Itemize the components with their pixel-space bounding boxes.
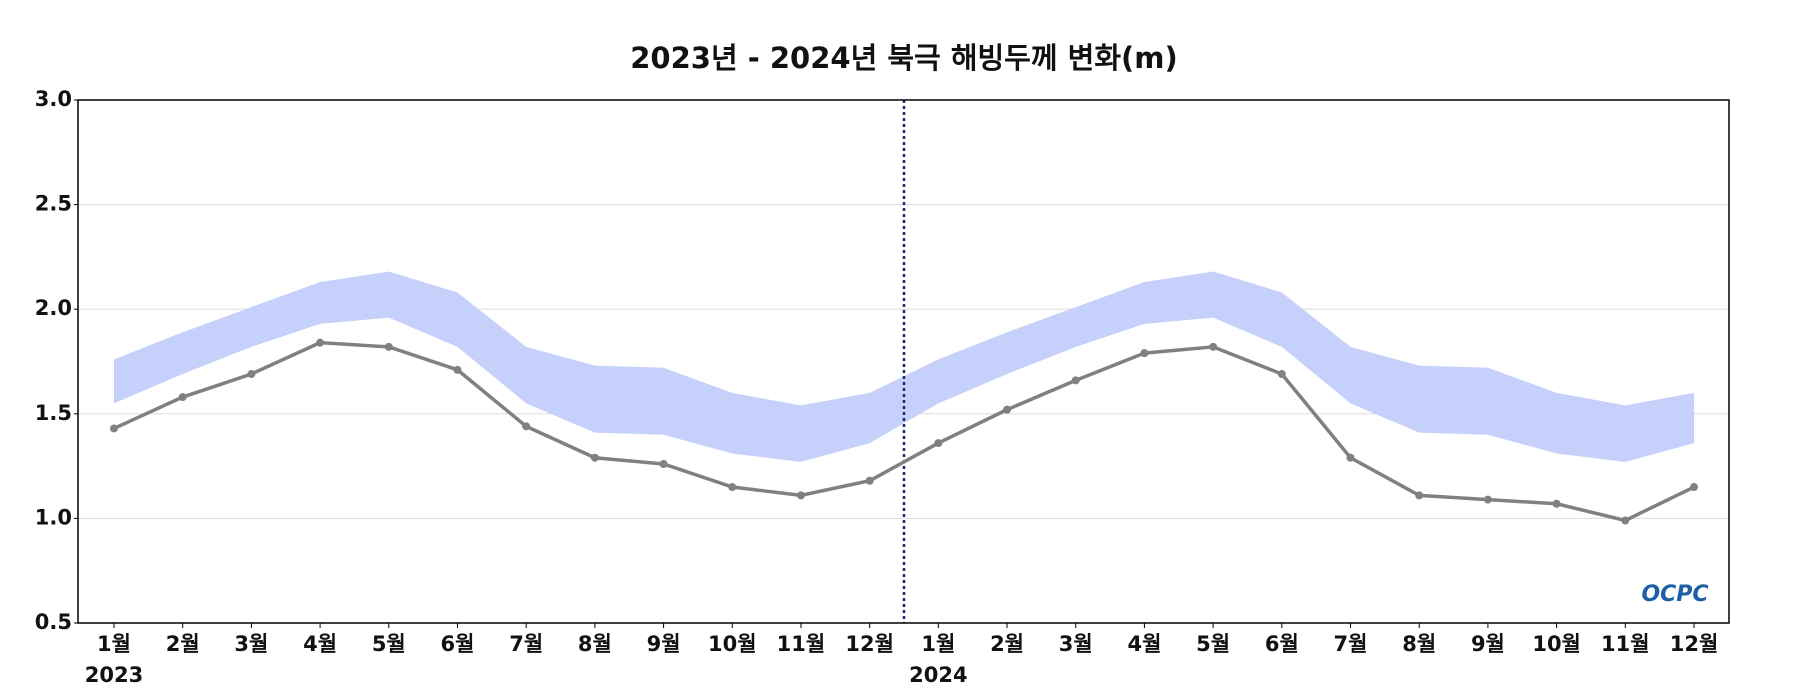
x-tick-label: 1월 bbox=[921, 632, 955, 656]
year-label: 2024 bbox=[909, 663, 967, 687]
point bbox=[247, 370, 256, 379]
x-tick-label: 1월 bbox=[97, 632, 131, 656]
point bbox=[659, 460, 668, 469]
x-tick-label: 3월 bbox=[1059, 632, 1093, 656]
point bbox=[728, 483, 737, 492]
point bbox=[1415, 491, 1424, 500]
y-tick-label: 1.5 bbox=[35, 401, 72, 425]
x-tick-label: 12월 bbox=[845, 632, 894, 656]
x-tick-label: 7월 bbox=[1334, 632, 1368, 656]
point bbox=[1140, 349, 1149, 358]
plot-frame bbox=[77, 99, 1730, 624]
x-tick-label: 6월 bbox=[1265, 632, 1299, 656]
y-tick-label: 1.0 bbox=[35, 505, 72, 529]
point bbox=[796, 491, 805, 500]
x-tick-label: 9월 bbox=[647, 632, 681, 656]
x-tick-label: 8월 bbox=[1402, 632, 1436, 656]
point bbox=[522, 422, 531, 431]
line bbox=[113, 340, 1695, 523]
x-tick-label: 10월 bbox=[708, 632, 757, 656]
band-area bbox=[114, 271, 1694, 462]
x-tick-label: 11월 bbox=[777, 632, 826, 656]
point bbox=[110, 424, 118, 433]
point bbox=[1690, 483, 1698, 492]
point bbox=[1003, 405, 1012, 414]
point bbox=[1621, 516, 1630, 525]
point bbox=[1209, 342, 1218, 351]
point bbox=[453, 365, 462, 374]
point bbox=[1071, 376, 1080, 385]
point bbox=[1483, 495, 1492, 504]
x-tick-label: 5월 bbox=[1196, 632, 1230, 656]
point bbox=[1552, 499, 1561, 508]
point bbox=[1346, 453, 1355, 462]
x-tick-label: 3월 bbox=[234, 632, 268, 656]
x-tick-label: 11월 bbox=[1601, 632, 1650, 656]
x-tick-label: 8월 bbox=[578, 632, 612, 656]
chart-title: 2023년 - 2024년 북극 해빙두께 변화(m) bbox=[630, 41, 1177, 75]
x-tick-label: 9월 bbox=[1471, 632, 1505, 656]
x-tick-label: 4월 bbox=[303, 632, 337, 656]
point bbox=[934, 439, 943, 448]
y-tick-label: 3.0 bbox=[35, 87, 72, 111]
x-tick-label: 7월 bbox=[509, 632, 543, 656]
point bbox=[178, 393, 187, 402]
point bbox=[590, 453, 599, 462]
point bbox=[316, 338, 325, 347]
x-tick-label: 10월 bbox=[1532, 632, 1581, 656]
x-tick-label: 6월 bbox=[441, 632, 475, 656]
point bbox=[384, 342, 393, 351]
point bbox=[865, 476, 874, 485]
x-tick-label: 4월 bbox=[1127, 632, 1161, 656]
point bbox=[1277, 370, 1286, 379]
year-label: 2023 bbox=[85, 663, 143, 687]
logo: OCPC bbox=[1641, 582, 1708, 607]
y-tick-label: 2.5 bbox=[35, 192, 72, 216]
x-tick-label: 2월 bbox=[166, 632, 200, 656]
y-tick-label: 0.5 bbox=[35, 610, 72, 634]
x-tick-label: 12월 bbox=[1670, 632, 1719, 656]
x-tick-label: 5월 bbox=[372, 632, 406, 656]
x-tick-label: 2월 bbox=[990, 632, 1024, 656]
y-tick-label: 2.0 bbox=[35, 296, 72, 320]
